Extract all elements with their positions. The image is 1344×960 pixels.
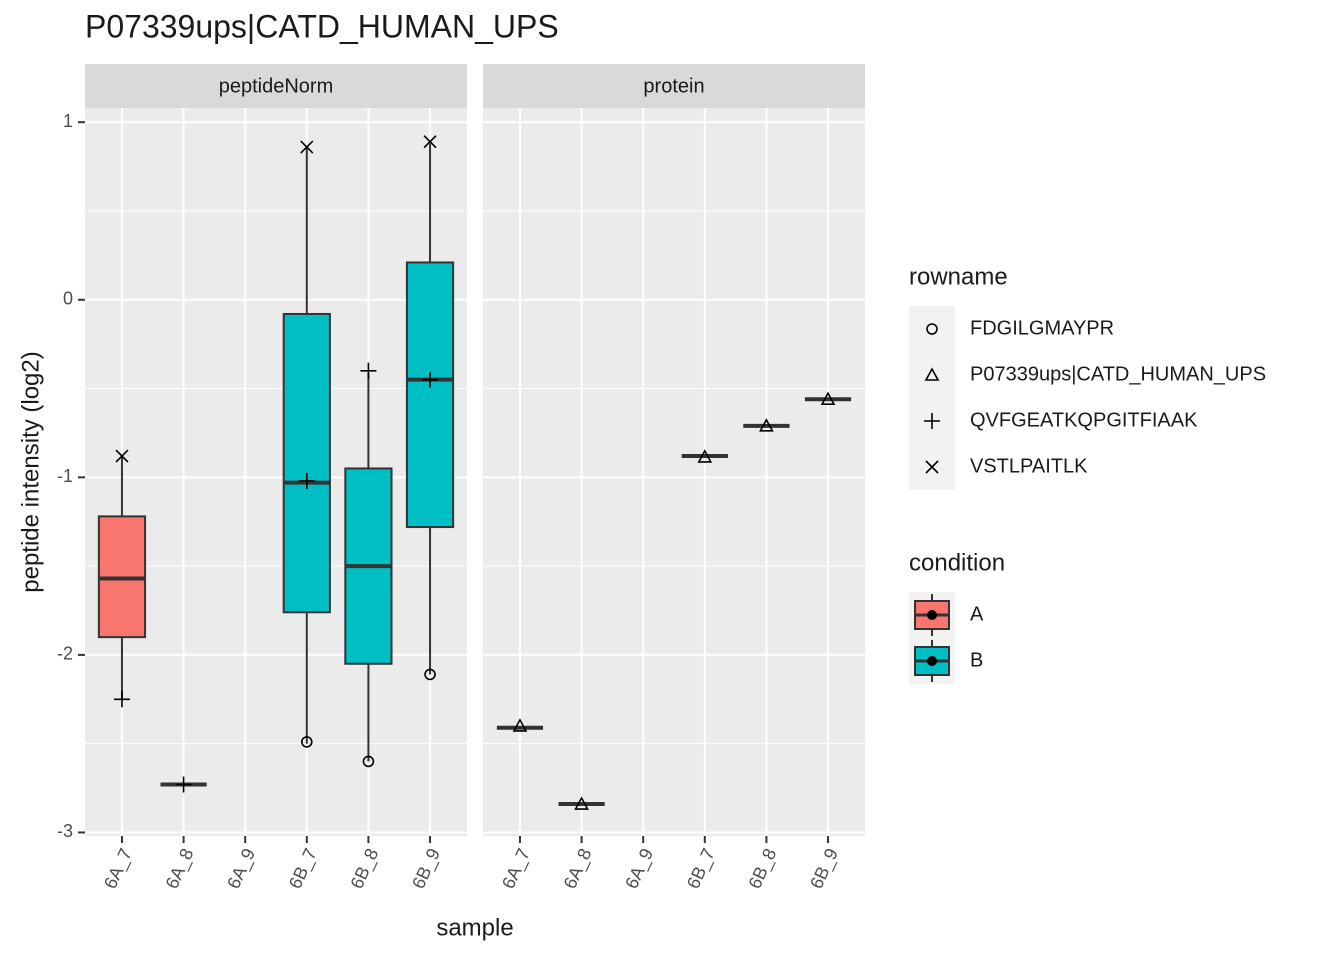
x-tick-label: 6A_9 [621, 845, 658, 892]
legend-label: B [970, 649, 983, 671]
point [759, 418, 774, 432]
y-tick-label: -3 [57, 821, 73, 841]
point [574, 796, 589, 810]
x-tick-label: 6A_9 [223, 845, 260, 892]
box [282, 147, 331, 744]
x-tick-label: 6A_7 [100, 845, 137, 892]
point [820, 391, 836, 405]
y-tick-label: -1 [57, 466, 73, 486]
legend-label: P07339ups|CATD_HUMAN_UPS [970, 363, 1266, 385]
point [175, 776, 192, 793]
y-tick-label: -2 [57, 644, 73, 664]
y-axis-title: peptide intensity (log2) [17, 351, 44, 592]
point [422, 371, 439, 388]
point [423, 135, 437, 149]
legend-label: QVFGEATKQPGITFIAAK [970, 409, 1198, 431]
y-tick-label: 1 [63, 111, 73, 131]
strip-label: peptideNorm [219, 75, 334, 97]
box [97, 456, 147, 700]
legend-label: FDGILGMAYPR [970, 317, 1114, 339]
point [924, 367, 940, 381]
point [697, 449, 713, 463]
strip-label: protein [643, 75, 704, 97]
x-tick-label: 6B_8 [744, 845, 781, 892]
strip [85, 64, 467, 108]
point [924, 413, 940, 429]
x-tick-label: 6A_7 [498, 845, 535, 892]
point [301, 736, 313, 748]
x-tick-label: 6A_8 [162, 845, 199, 892]
point [360, 362, 377, 379]
point [300, 140, 314, 154]
x-tick-label: 6B_8 [346, 845, 383, 892]
panel-background [483, 108, 865, 836]
chart-title: P07339ups|CATD_HUMAN_UPS [85, 8, 559, 44]
panel-background [85, 108, 467, 836]
legend-title: condition [909, 549, 1005, 576]
strip [483, 64, 865, 108]
point [926, 323, 938, 335]
legend-dot [927, 656, 937, 666]
y-tick-label: 0 [63, 289, 73, 309]
point [925, 460, 939, 474]
legend-dot [927, 610, 937, 620]
legend-label: A [970, 603, 984, 625]
x-tick-label: 6B_7 [683, 845, 720, 892]
x-tick-label: 6B_9 [408, 845, 445, 892]
x-tick-label: 6B_9 [806, 845, 843, 892]
legend-key [909, 306, 955, 352]
point [512, 718, 528, 732]
box [405, 143, 455, 675]
point [113, 691, 130, 708]
legend-label: VSTLPAITLK [970, 455, 1088, 477]
box-body [282, 312, 331, 614]
point [362, 755, 375, 768]
box [344, 372, 393, 762]
legend-key [909, 352, 955, 398]
x-tick-label: 6B_7 [285, 845, 322, 892]
box-body [405, 261, 455, 529]
point [115, 449, 129, 463]
x-tick-label: 6A_8 [560, 845, 597, 892]
legend-title: rowname [909, 263, 1008, 290]
x-axis-title: sample [436, 914, 513, 941]
point [298, 472, 315, 489]
point [424, 668, 436, 681]
